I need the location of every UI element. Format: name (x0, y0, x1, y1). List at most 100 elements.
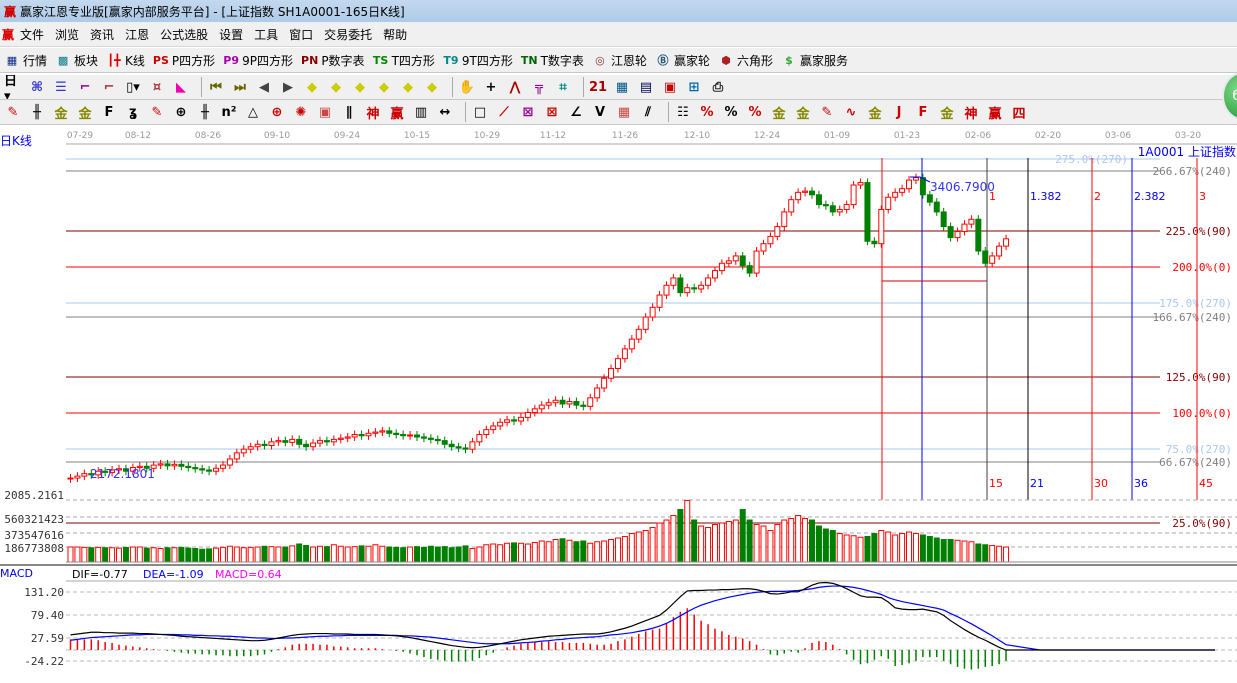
move-left-icon[interactable]: ◆ (307, 79, 317, 95)
f-icon[interactable]: F (918, 104, 928, 120)
pattern-icon[interactable]: ⌗ (559, 79, 567, 95)
toolbar-button-0[interactable]: ▦ 行情 (4, 52, 47, 69)
shen-icon[interactable]: 神 (366, 106, 380, 122)
toolbar-button-5[interactable]: PN P数字表 (301, 52, 365, 69)
candle-dropdown[interactable]: ▯▾ (126, 79, 140, 95)
print-icon[interactable]: ⎙ (712, 79, 724, 95)
step9-icon[interactable]: ⌐ (103, 79, 115, 95)
shen-angle-icon[interactable]: 神 (964, 106, 978, 122)
triangle-icon[interactable]: △ (248, 104, 258, 120)
toolbar-button-6[interactable]: TS T四方形 (373, 52, 435, 69)
pen2-icon[interactable]: ✎ (151, 104, 163, 120)
line-tool-icon[interactable]: ⋀ (509, 79, 521, 95)
gold-icon[interactable]: 金 (54, 106, 68, 122)
crosshair-icon[interactable]: + (485, 79, 497, 95)
target-icon[interactable]: ⊕ (271, 104, 283, 120)
fan-icon[interactable]: ⟋ (499, 104, 509, 120)
gold-circle-icon[interactable]: 金 (772, 106, 786, 122)
j-icon[interactable]: J (896, 104, 902, 120)
zoom-in-icon[interactable]: ◆ (403, 79, 413, 95)
menu-0[interactable]: 文件 (20, 27, 45, 42)
period-day-dropdown[interactable]: 日▾ (4, 75, 18, 100)
square-icon[interactable]: ▣ (318, 104, 332, 120)
menu-9[interactable]: 帮助 (383, 27, 408, 42)
next-icon[interactable]: ▶ (283, 79, 293, 95)
toolbar-button-2[interactable]: ┃╋ K线 (106, 52, 145, 69)
angle2-icon[interactable]: ∠ (570, 104, 582, 120)
toolbar-button-7[interactable]: T9 9T四方形 (443, 52, 513, 69)
percent-lines-icon[interactable]: % (748, 104, 762, 120)
toolbar-button-3[interactable]: PS P四方形 (153, 52, 215, 69)
notes-icon[interactable]: ▤ (639, 79, 653, 95)
four-icon[interactable]: 四 (1012, 106, 1026, 122)
gold-angle-icon[interactable]: 金 (940, 106, 954, 122)
first-icon[interactable]: ⏮ (210, 79, 222, 95)
last-icon[interactable]: ⏭ (234, 79, 246, 95)
move-right-icon[interactable]: ◆ (331, 79, 341, 95)
ying-icon[interactable]: 赢 (390, 106, 404, 122)
gann-box-icon[interactable]: ⊠ (522, 104, 534, 120)
network-icon[interactable]: ⊞ (688, 79, 700, 95)
hand-icon[interactable]: ✋ (458, 79, 476, 95)
menu-6[interactable]: 工具 (254, 27, 279, 42)
toolbar-button-9[interactable]: ◎ 江恩轮 (592, 52, 647, 69)
menu-logo[interactable]: 赢 (2, 27, 15, 42)
link-icon[interactable]: ⌘ (30, 79, 44, 95)
date-tick: 03-20 (1175, 131, 1201, 141)
box-icon[interactable]: □ (473, 104, 487, 120)
percent-icon[interactable]: % (724, 104, 738, 120)
wave-icon[interactable]: ∿ (845, 104, 857, 120)
angle-icon[interactable]: ∥ (345, 104, 353, 120)
gold-lines-icon[interactable]: 金 (796, 106, 810, 122)
percent-red-icon[interactable]: % (700, 104, 714, 120)
zoom-out-icon[interactable]: ◆ (427, 79, 437, 95)
toolbar-button-1[interactable]: ▩ 板块 (55, 52, 98, 69)
radar-icon[interactable]: ✺ (295, 104, 307, 120)
pen-icon[interactable]: ✎ (7, 104, 19, 120)
gann-fan-icon[interactable]: ⊠ (546, 104, 558, 120)
menu-4[interactable]: 公式选股 (160, 27, 209, 42)
menu-8[interactable]: 交易委托 (324, 27, 373, 42)
menu-5[interactable]: 设置 (219, 27, 244, 42)
toolbar-button-4[interactable]: P9 9P四方形 (223, 52, 293, 69)
parallel-icon[interactable]: ╫ (201, 104, 209, 120)
list-icon[interactable]: ☷ (677, 104, 689, 120)
width-icon[interactable]: ↔ (439, 104, 451, 120)
v-icon[interactable]: V (594, 104, 606, 120)
menu-2[interactable]: 资讯 (90, 27, 115, 42)
menu-1[interactable]: 浏览 (55, 27, 80, 42)
calculator-icon[interactable]: ▦ (615, 79, 629, 95)
circle-icon[interactable]: ⊕ (175, 104, 187, 120)
grid-lines-icon[interactable]: ╫ (33, 104, 41, 120)
hatch-icon[interactable]: ⫽ (645, 104, 651, 120)
volume-bar (462, 545, 469, 563)
fib-icon[interactable]: F (104, 104, 114, 120)
save-icon[interactable]: ▣ (663, 79, 677, 95)
prev-icon[interactable]: ◀ (259, 79, 269, 95)
matrix-icon[interactable]: ▦ (617, 104, 631, 120)
formula-icon[interactable]: ¤ (152, 79, 162, 95)
pen3-icon[interactable]: ✎ (821, 104, 833, 120)
expand-icon[interactable]: ◆ (355, 79, 365, 95)
gold-box-icon[interactable]: 金 (868, 106, 882, 122)
n2-icon[interactable]: n² (221, 104, 237, 120)
menu-7[interactable]: 窗口 (289, 27, 314, 42)
volume-bar (330, 544, 337, 563)
spiral-icon[interactable]: ʓ (128, 104, 138, 120)
shrink-icon[interactable]: ◆ (379, 79, 389, 95)
gate-icon[interactable]: ╦ (535, 79, 543, 95)
toolbar-button-8[interactable]: TN T数字表 (521, 52, 584, 69)
menu-3[interactable]: 江恩 (125, 27, 150, 42)
toolbar-button-11[interactable]: ⬢ 六角形 (718, 52, 773, 69)
kline-chart[interactable]: 07-29 08-12 08-26 09-10 09-24 10-15 10-29 11-12… (0, 125, 1237, 683)
toolbar-button-10[interactable]: Ⓑ 赢家轮 (655, 52, 710, 69)
ruler-icon[interactable]: ▥ (414, 104, 428, 120)
p9-icon: P9 (223, 53, 240, 67)
toolbar-button-12[interactable]: $ 赢家服务 (781, 52, 848, 69)
clipboard-icon[interactable]: ☰ (55, 79, 67, 95)
gold2-icon[interactable]: 金 (78, 106, 92, 122)
flag-icon[interactable]: ◣ (176, 79, 186, 95)
step3-icon[interactable]: ⌐ (79, 79, 91, 95)
ying-angle-icon[interactable]: 赢 (988, 106, 1002, 122)
calendar-icon[interactable]: 21 (588, 79, 608, 95)
